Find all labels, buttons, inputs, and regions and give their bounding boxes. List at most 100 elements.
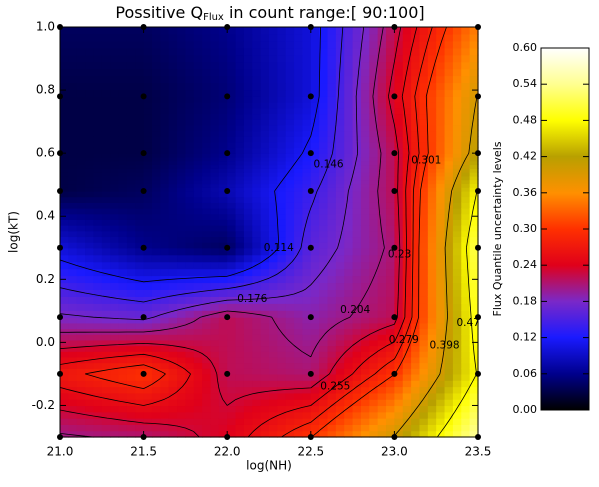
field-cell <box>93 208 103 215</box>
field-cell <box>160 136 170 143</box>
field-cell <box>386 225 395 232</box>
field-cell <box>369 362 379 369</box>
field-cell <box>277 40 287 49</box>
field-cell <box>419 368 429 375</box>
field-cell <box>210 351 220 358</box>
field-cell <box>436 418 446 425</box>
field-cell <box>110 27 120 35</box>
field-cell <box>143 27 153 35</box>
field-cell <box>76 430 86 438</box>
field-cell <box>469 47 479 56</box>
field-cell <box>202 179 212 185</box>
field-cell <box>419 242 429 249</box>
contour-line <box>60 27 344 303</box>
field-cell <box>85 310 95 318</box>
field-cell <box>269 339 278 347</box>
field-cell <box>252 275 262 284</box>
field-cell <box>227 202 237 209</box>
contour-line <box>60 27 321 283</box>
field-cell <box>327 268 337 277</box>
field-cell <box>85 107 95 115</box>
field-cell <box>461 68 471 77</box>
field-cell <box>60 328 69 335</box>
field-cell <box>185 102 195 109</box>
field-cell <box>118 275 128 284</box>
field-cell <box>135 61 145 70</box>
field-cell <box>252 61 262 70</box>
field-cell <box>202 430 212 438</box>
field-cell <box>235 219 245 226</box>
field-cell <box>235 107 245 115</box>
field-cell <box>277 89 287 97</box>
field-cell <box>269 418 278 425</box>
field-cell <box>185 392 195 400</box>
field-cell <box>377 82 387 91</box>
field-cell <box>411 405 421 413</box>
field-cell <box>294 386 304 394</box>
field-cell <box>126 351 136 358</box>
field-cell <box>135 164 145 169</box>
field-cell <box>185 33 195 42</box>
contour-label: 0.255 <box>320 381 350 393</box>
field-cell <box>285 96 295 103</box>
field-cell <box>185 61 195 70</box>
field-cell <box>252 96 262 103</box>
field-cell <box>394 196 404 203</box>
field-cell <box>202 380 212 388</box>
field-cell <box>285 303 295 311</box>
field-cell <box>452 172 462 177</box>
field-cell <box>68 411 78 419</box>
field-cell <box>335 399 345 407</box>
field-cell <box>118 124 128 132</box>
field-cell <box>452 82 462 91</box>
y-tick-label: -0.2 <box>32 398 55 412</box>
field-cell <box>344 68 354 77</box>
field-cell <box>444 124 454 132</box>
field-cell <box>427 242 437 249</box>
field-cell <box>427 107 437 115</box>
field-cell <box>135 322 145 330</box>
field-cell <box>394 141 404 149</box>
field-cell <box>185 213 195 220</box>
field-cell <box>461 160 471 166</box>
field-cell <box>76 75 86 84</box>
field-cell <box>369 242 379 249</box>
field-cell <box>352 89 362 97</box>
field-cell <box>168 380 178 388</box>
field-cell <box>60 339 69 347</box>
field-cell <box>93 230 103 238</box>
field-cell <box>344 183 354 188</box>
field-cell <box>110 147 120 154</box>
field-cell <box>419 380 429 388</box>
field-cell <box>452 362 462 369</box>
field-cell <box>377 328 387 335</box>
field-cell <box>452 213 462 220</box>
field-cell <box>168 230 178 238</box>
field-cell <box>352 399 362 407</box>
field-cell <box>101 424 111 432</box>
field-cell <box>319 102 329 109</box>
field-cell <box>344 254 354 263</box>
field-cell <box>394 175 404 181</box>
field-cell <box>360 147 370 154</box>
field-cell <box>210 236 220 243</box>
grid-point <box>307 93 314 100</box>
field-cell <box>294 96 304 103</box>
field-cell <box>76 345 86 352</box>
field-cell <box>461 261 471 270</box>
field-cell <box>327 322 337 330</box>
field-cell <box>260 261 270 270</box>
field-cell <box>118 351 128 358</box>
field-cell <box>444 405 454 413</box>
field-cell <box>310 119 320 126</box>
field-cell <box>118 33 128 42</box>
field-cell <box>310 68 320 77</box>
field-cell <box>327 236 337 243</box>
field-cell <box>68 430 78 438</box>
field-cell <box>344 219 354 226</box>
field-cell <box>76 61 86 70</box>
field-cell <box>386 102 395 109</box>
colorbar-label: Flux Quantile uncertainty levels <box>491 141 504 316</box>
field-cell <box>461 179 471 185</box>
field-cell <box>302 373 312 381</box>
